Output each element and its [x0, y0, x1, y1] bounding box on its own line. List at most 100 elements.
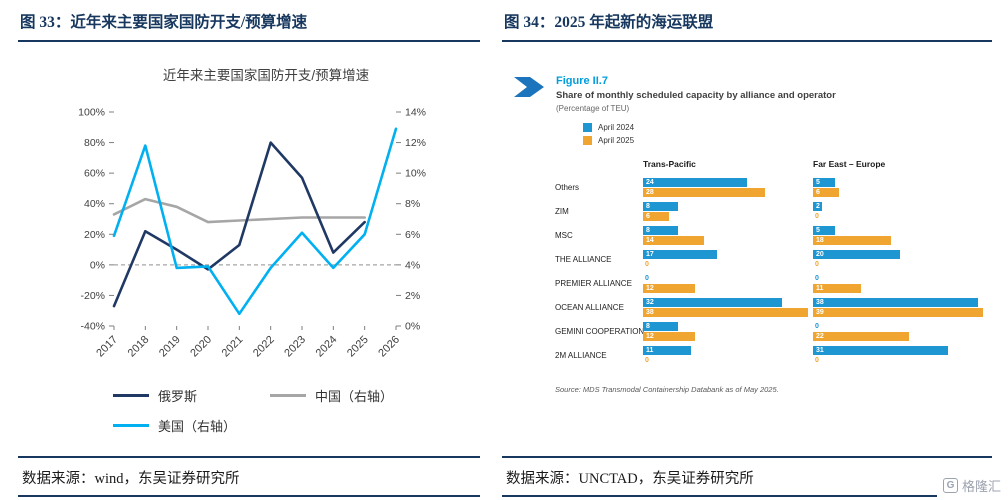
bar-line: 6 [643, 212, 813, 221]
bar: 5 [813, 226, 835, 235]
gelonghui-watermark: G 格隆汇 [936, 474, 1003, 497]
bar-line: 32 [643, 298, 813, 307]
group-header-far-east-europe: Far East – Europe [813, 159, 886, 169]
bar-line: 11 [813, 284, 991, 293]
legend-item: 俄罗斯 [112, 386, 236, 405]
bar: 28 [643, 188, 765, 197]
x-axis-label: 2020 [188, 334, 214, 360]
x-axis-label: 2021 [220, 334, 246, 360]
gelonghui-logo-text: 格隆汇 [961, 479, 1001, 494]
bar-value-label: 22 [816, 333, 824, 340]
bar-chart-title: Share of monthly scheduled capacity by a… [556, 90, 836, 101]
bar-row: OCEAN ALLIANCE 32 38 38 39 [555, 298, 991, 317]
bar-zero-label: 0 [815, 357, 819, 364]
x-axis-label: 2018 [126, 334, 152, 360]
bar-chart-legend: April 2024 April 2025 [583, 123, 836, 145]
bar-line: 14 [643, 236, 813, 245]
bar-line: 12 [643, 332, 813, 341]
bar-group-trans-pacific: 11 0 [643, 346, 813, 365]
bar: 12 [643, 284, 696, 293]
bar-value-label: 38 [646, 309, 654, 316]
line-series [112, 141, 367, 308]
bar-line: 0 [813, 356, 991, 365]
bar-chart-subtitle: (Percentage of TEU) [556, 104, 630, 113]
y2-axis-label: 4% [405, 259, 420, 271]
bar-category-label: GEMINI COOPERATION [555, 327, 645, 336]
bar-group-far-east-europe: 0 11 [813, 274, 991, 293]
bar-line: 28 [643, 188, 813, 197]
bar-group-trans-pacific: 8 12 [643, 322, 813, 341]
y2-axis-label: 0% [405, 321, 420, 333]
bar: 12 [643, 332, 696, 341]
bar-value-label: 8 [646, 323, 650, 330]
bar-value-label: 12 [646, 285, 654, 292]
y-axis-label: 20% [84, 229, 105, 241]
bar-line: 38 [813, 298, 991, 307]
line-chart-legend: 俄罗斯 中国（右轴） 美国（右轴） [18, 386, 480, 435]
bar-group-trans-pacific: 17 0 [643, 250, 813, 269]
bar-zero-label: 0 [645, 357, 649, 364]
bar-chart-source-note: Source: MDS Transmodal Containership Dat… [555, 385, 779, 394]
bar-row: THE ALLIANCE 17 0 20 0 [555, 250, 991, 269]
bar-line: 38 [643, 308, 813, 317]
bar-value-label: 18 [816, 237, 824, 244]
bar: 2 [813, 202, 822, 211]
bar-value-label: 8 [646, 227, 650, 234]
bar: 5 [813, 178, 835, 187]
bar: 14 [643, 236, 704, 245]
bar-category-label: PREMIER ALLIANCE [555, 279, 632, 288]
y-axis-label: 0% [90, 259, 105, 271]
bar-category-label: Others [555, 183, 580, 192]
legend-item: 美国（右轴） [112, 416, 236, 435]
figure-33-heading: 图 33：近年来主要国家国防开支/预算增速 [18, 8, 480, 42]
bar-legend-swatch [583, 136, 592, 145]
bar: 38 [643, 308, 809, 317]
legend-label: 美国（右轴） [157, 419, 236, 434]
gelonghui-logo-icon: G [942, 478, 958, 493]
bar-zero-label: 0 [815, 261, 819, 268]
figure-number: Figure II.7 [556, 75, 608, 87]
bar-chart-group-headers: Trans-Pacific Far East – Europe [555, 159, 991, 169]
x-axis-label: 2017 [94, 334, 120, 360]
figure-34-heading: 图 34：2025 年起新的海运联盟 [502, 8, 992, 42]
bar-zero-label: 0 [815, 275, 819, 282]
y-axis-label: 80% [84, 137, 105, 149]
line-chart-title: 近年来主要国家国防开支/预算增速 [162, 68, 370, 83]
line-series [112, 197, 367, 224]
x-axis-label: 2024 [314, 334, 340, 360]
x-axis-label: 2025 [345, 334, 371, 360]
bar-value-label: 5 [816, 179, 820, 186]
y2-axis-label: 2% [405, 290, 420, 302]
right-source-footer: 数据来源：UNCTAD，东吴证券研究所 [502, 456, 992, 497]
panel-shipping-alliances: 图 34：2025 年起新的海运联盟 Figure II.7 Share of … [502, 8, 992, 394]
y-axis-label: -40% [80, 321, 105, 333]
left-source-footer: 数据来源：wind，东吴证券研究所 [18, 456, 480, 497]
bar-group-far-east-europe: 31 0 [813, 346, 991, 365]
y-axis-label: 40% [84, 198, 105, 210]
bar: 31 [813, 346, 948, 355]
bar-value-label: 5 [816, 227, 820, 234]
line-series [112, 127, 398, 316]
bar-zero-label: 0 [645, 275, 649, 282]
bar-line: 31 [813, 346, 991, 355]
x-axis-label: 2022 [251, 334, 277, 360]
bar-value-label: 6 [816, 189, 820, 196]
bar-line: 5 [813, 178, 991, 187]
bar-row: 2M ALLIANCE 11 0 31 0 [555, 346, 991, 365]
bar: 6 [643, 212, 670, 221]
bar-legend-label: April 2024 [598, 123, 635, 132]
bar: 32 [643, 298, 783, 307]
y2-axis-label: 8% [405, 198, 420, 210]
bar-line: 0 [813, 212, 991, 221]
bar-category-label: OCEAN ALLIANCE [555, 303, 624, 312]
bar-value-label: 39 [816, 309, 824, 316]
bar-line: 0 [643, 356, 813, 365]
bar-group-trans-pacific: 0 12 [643, 274, 813, 293]
bar: 11 [813, 284, 861, 293]
bar-line: 2 [813, 202, 991, 211]
bar-line: 39 [813, 308, 991, 317]
bar: 18 [813, 236, 892, 245]
